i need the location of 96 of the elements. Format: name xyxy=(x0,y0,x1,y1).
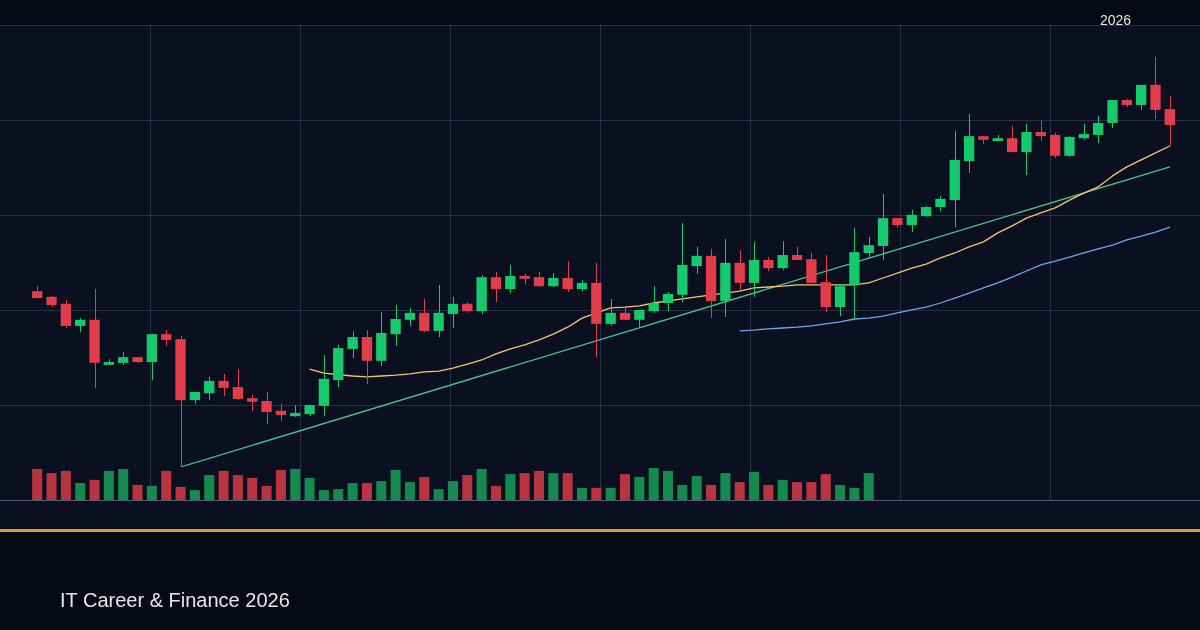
candlestick xyxy=(863,236,874,259)
candlestick xyxy=(1107,99,1118,129)
bar xyxy=(591,487,602,500)
candlestick xyxy=(1049,132,1061,159)
candlestick xyxy=(734,249,745,291)
bar xyxy=(835,484,846,500)
candlestick xyxy=(218,373,229,397)
candlestick xyxy=(806,252,817,284)
bar xyxy=(777,479,788,500)
bar xyxy=(189,490,200,500)
bar xyxy=(720,473,731,500)
bar xyxy=(146,485,157,500)
candlestick xyxy=(906,209,917,233)
bar xyxy=(304,477,315,500)
bar xyxy=(318,490,329,500)
candlestick xyxy=(1035,120,1046,142)
bar xyxy=(161,470,172,500)
candlestick xyxy=(490,271,502,303)
bar xyxy=(275,469,286,500)
candlestick xyxy=(691,246,702,275)
candlestick xyxy=(1064,135,1075,158)
candlestick xyxy=(662,291,674,312)
bar xyxy=(462,475,473,500)
candlestick xyxy=(361,329,373,385)
bar xyxy=(433,489,444,500)
bar xyxy=(476,468,487,500)
bar xyxy=(118,468,129,500)
candlestick xyxy=(60,299,72,329)
candlestick xyxy=(648,285,659,314)
bar xyxy=(533,470,544,500)
bar xyxy=(519,473,530,500)
bar xyxy=(247,477,258,500)
candlestick xyxy=(505,264,516,294)
bar xyxy=(390,469,401,500)
bar xyxy=(763,484,774,500)
bar xyxy=(46,473,57,500)
candlestick xyxy=(390,304,401,347)
bar xyxy=(89,479,100,500)
bar xyxy=(648,468,659,500)
bar xyxy=(619,474,631,500)
bar xyxy=(562,473,573,500)
bar xyxy=(132,484,143,500)
bar xyxy=(218,470,229,500)
bar xyxy=(505,474,516,500)
bar xyxy=(404,482,415,500)
candlestick xyxy=(748,241,760,298)
candlestick xyxy=(1135,84,1147,111)
text: 2026 xyxy=(1100,12,1132,28)
bar xyxy=(576,487,588,500)
bar xyxy=(361,483,372,500)
candlestick xyxy=(1164,95,1175,147)
bar xyxy=(849,487,860,500)
bar xyxy=(634,476,645,500)
bar xyxy=(490,485,501,500)
candlestick xyxy=(347,330,358,359)
candlestick xyxy=(261,391,272,425)
candlestick xyxy=(777,240,788,271)
bar xyxy=(863,473,874,500)
bar xyxy=(447,481,458,500)
bar xyxy=(376,481,387,500)
candlestick xyxy=(1092,115,1104,144)
candlestick xyxy=(1021,123,1032,176)
bar xyxy=(261,485,272,500)
candlestick xyxy=(834,283,846,317)
bar xyxy=(663,470,674,500)
candlestick xyxy=(447,296,459,329)
candlestick xyxy=(433,284,444,338)
bar xyxy=(806,482,817,500)
candlestick xyxy=(232,368,244,401)
bar xyxy=(749,471,760,500)
bar xyxy=(691,476,702,500)
candlestick xyxy=(562,260,573,293)
bar xyxy=(60,470,71,500)
bar xyxy=(103,470,114,500)
bar xyxy=(419,476,430,500)
bar xyxy=(232,475,243,500)
bar xyxy=(347,483,358,500)
bar xyxy=(290,468,301,500)
candlestick xyxy=(404,307,416,327)
text: IT Career & Finance 2026 xyxy=(60,589,290,612)
bar xyxy=(792,482,803,500)
candlestick xyxy=(419,298,430,333)
bar xyxy=(204,475,215,500)
bar xyxy=(32,468,43,500)
bar xyxy=(734,482,745,500)
candlestick xyxy=(605,298,616,327)
candlestick xyxy=(204,376,215,401)
bar xyxy=(548,473,559,500)
bar xyxy=(706,484,717,500)
bar xyxy=(333,489,344,500)
bar xyxy=(820,474,831,500)
bar xyxy=(605,487,616,500)
candlestick xyxy=(1006,125,1018,153)
bar xyxy=(75,483,86,500)
bar xyxy=(677,484,688,500)
bar xyxy=(175,486,186,500)
